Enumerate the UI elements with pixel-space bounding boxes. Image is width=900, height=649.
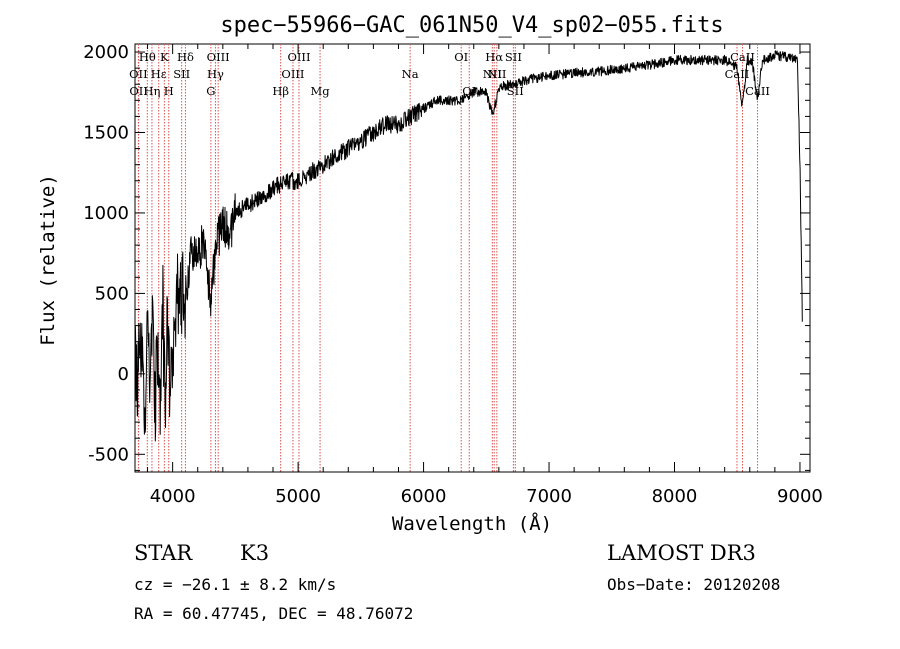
line-label: OIII <box>281 67 304 81</box>
line-label: CaII <box>730 50 755 64</box>
line-label: SII <box>507 84 524 98</box>
spectral-line-markers <box>137 44 759 472</box>
y-tick-label: -500 <box>88 444 129 465</box>
line-label: NII <box>487 67 506 81</box>
line-label: K <box>160 50 169 64</box>
line-label: Hε <box>151 67 167 81</box>
line-label: Hβ <box>272 84 289 98</box>
redshift-text: cz = −26.1 ± 8.2 km/s <box>134 575 336 594</box>
y-axis: -500 0 500 1000 1500 2000 <box>83 42 810 471</box>
line-label: OII <box>129 67 148 81</box>
x-tick-label: 7000 <box>526 486 572 507</box>
line-label: Hη <box>143 84 160 98</box>
y-axis-label: Flux (relative) <box>37 174 59 346</box>
line-label: Hδ <box>177 50 194 64</box>
line-label: Hθ <box>139 50 156 64</box>
x-tick-label: 6000 <box>401 486 447 507</box>
line-label: Na <box>402 67 419 81</box>
x-tick-label: 5000 <box>275 486 321 507</box>
line-label: OII <box>129 84 148 98</box>
chart-title: spec−55966−GAC_061N50_V4_sp02−055.fits <box>220 13 723 38</box>
plot-border <box>134 43 811 473</box>
line-label: SII <box>505 50 522 64</box>
x-axis: 4000 5000 6000 7000 8000 9000 <box>147 44 823 507</box>
y-tick-label: 1000 <box>83 203 129 224</box>
line-label: CaII <box>745 84 770 98</box>
x-axis-label: Wavelength (Å) <box>392 512 552 535</box>
line-label: Mg <box>310 84 330 98</box>
y-tick-label: 1500 <box>83 122 129 143</box>
line-label: H <box>164 84 174 98</box>
object-class: STAR <box>134 541 193 565</box>
line-label: Hα <box>485 50 503 64</box>
x-tick-label: 8000 <box>652 486 698 507</box>
object-subclass: K3 <box>240 541 269 565</box>
line-label: OI <box>462 84 476 98</box>
plot-frame <box>134 43 811 473</box>
spectrum-line <box>134 50 803 442</box>
line-label: OI <box>454 50 468 64</box>
y-tick-label: 2000 <box>83 42 129 63</box>
line-label: SII <box>173 67 190 81</box>
survey-name: LAMOST DR3 <box>607 541 756 565</box>
y-tick-label: 500 <box>95 283 129 304</box>
line-label: NII <box>483 67 502 81</box>
line-label: G <box>206 84 215 98</box>
line-label: OIII <box>287 50 310 64</box>
x-tick-label: 9000 <box>777 486 823 507</box>
line-label: Hγ <box>207 67 224 81</box>
y-tick-label: 0 <box>118 364 129 385</box>
obs-date-text: Obs−Date: 20120208 <box>607 575 780 594</box>
line-label: OIII <box>207 50 230 64</box>
x-tick-label: 4000 <box>150 486 196 507</box>
spectrum-series <box>134 50 803 442</box>
line-label: CaII <box>725 67 750 81</box>
coordinates-text: RA = 60.47745, DEC = 48.76072 <box>134 604 413 623</box>
